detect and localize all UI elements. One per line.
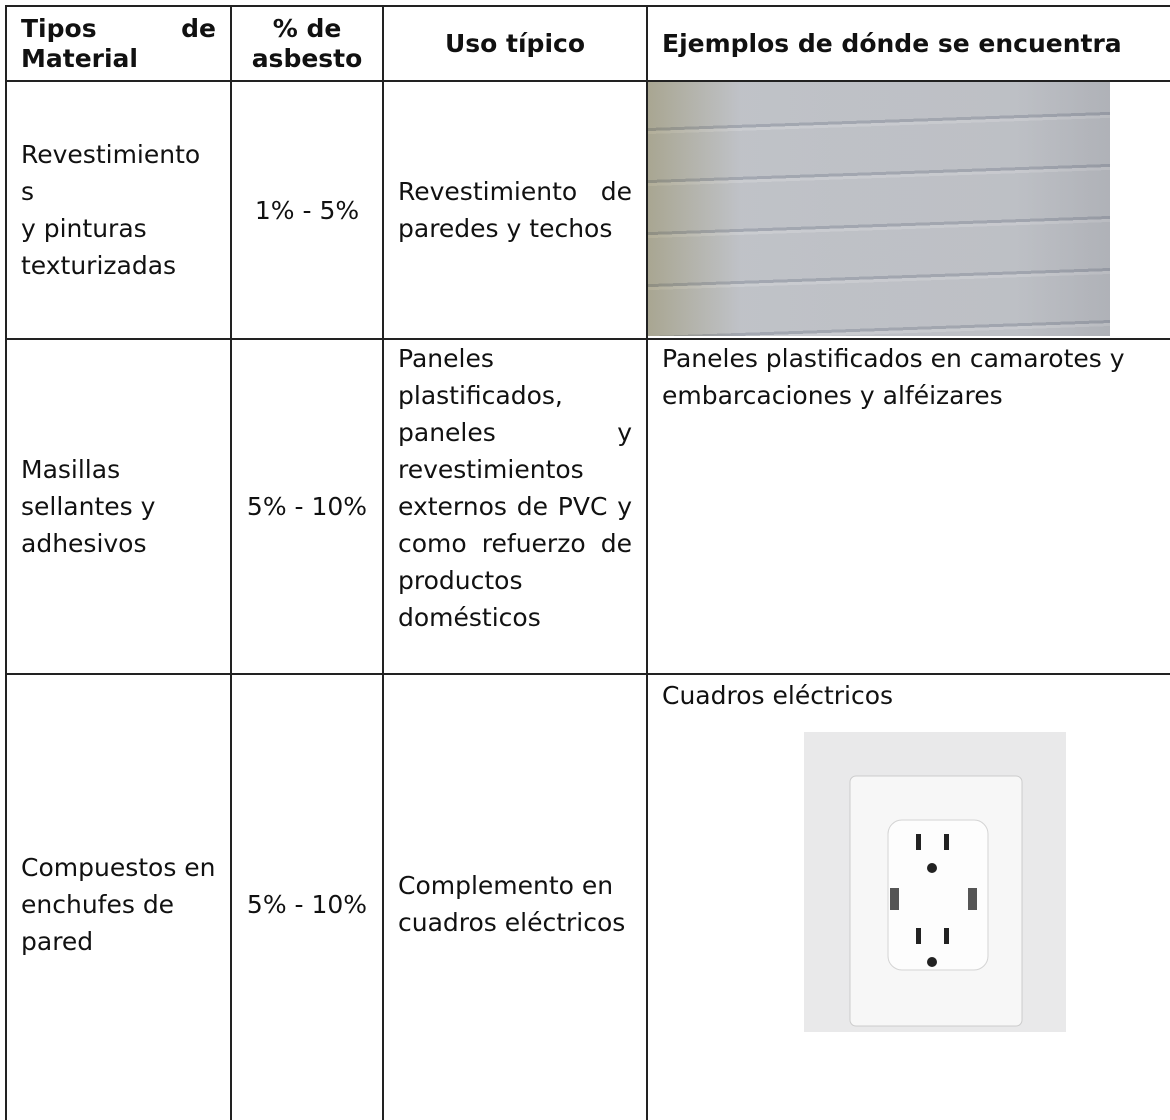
cell: Complemento en cuadros eléctricos: [382, 673, 648, 1120]
header-cell: Ejemplos de dónde se encuentra: [646, 5, 1170, 82]
wall-photo: [649, 83, 1110, 336]
asbestos-table: Tipos de Material % de asbesto Uso típic…: [5, 5, 1170, 1120]
row: Revestimiento s y pinturas texturizadas …: [5, 80, 1170, 340]
row: Masillas sellantes y adhesivos 5% - 10% …: [5, 338, 1170, 675]
cell-text: Cuadros eléctricos: [662, 681, 894, 710]
header-row: Tipos de Material % de asbesto Uso típic…: [5, 5, 1170, 82]
cell: Revestimiento de paredes y techos: [382, 80, 648, 340]
row: Compuestos en enchufes de pared 5% - 10%…: [5, 673, 1170, 1120]
cell: Masillas sellantes y adhesivos: [5, 338, 232, 675]
cell: 5% - 10%: [230, 673, 384, 1120]
cell: 5% - 10%: [230, 338, 384, 675]
image-cell: Cuadros eléctricos: [646, 673, 1170, 1120]
outlet-photo: [804, 732, 1066, 1032]
cell: 1% - 5%: [230, 80, 384, 340]
header-cell: Uso típico: [382, 5, 648, 82]
header-cell: % de asbesto: [230, 5, 384, 82]
image-cell: [646, 80, 1170, 340]
header-cell: Tipos de Material: [5, 5, 232, 82]
cell: Revestimiento s y pinturas texturizadas: [5, 80, 232, 340]
cell: Compuestos en enchufes de pared: [5, 673, 232, 1120]
cell: Paneles plastificados en camarotes y emb…: [646, 338, 1170, 675]
cell: Paneles plastificados, paneles y revesti…: [382, 338, 648, 675]
